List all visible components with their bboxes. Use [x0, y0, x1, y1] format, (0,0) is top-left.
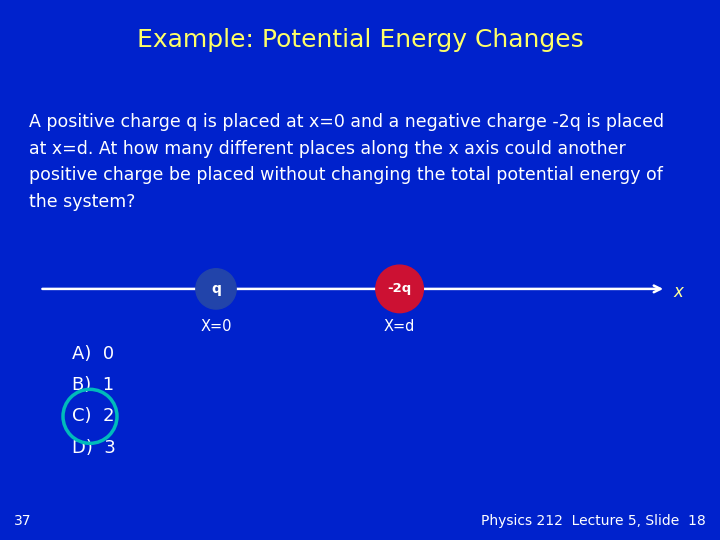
Text: D)  3: D) 3: [72, 438, 116, 457]
Text: -2q: -2q: [387, 282, 412, 295]
Text: A positive charge q is placed at x=0 and a negative charge -2q is placed
at x=d.: A positive charge q is placed at x=0 and…: [29, 113, 664, 211]
Ellipse shape: [376, 265, 423, 313]
Text: X=d: X=d: [384, 319, 415, 334]
Text: q: q: [211, 282, 221, 296]
Ellipse shape: [196, 269, 236, 309]
Text: Physics 212  Lecture 5, Slide  18: Physics 212 Lecture 5, Slide 18: [481, 514, 706, 528]
Text: 37: 37: [14, 514, 32, 528]
Text: A)  0: A) 0: [72, 345, 114, 363]
Text: x: x: [673, 282, 683, 301]
Text: C)  2: C) 2: [72, 407, 114, 426]
Text: B)  1: B) 1: [72, 376, 114, 394]
Text: X=0: X=0: [200, 319, 232, 334]
Text: Example: Potential Energy Changes: Example: Potential Energy Changes: [137, 29, 583, 52]
